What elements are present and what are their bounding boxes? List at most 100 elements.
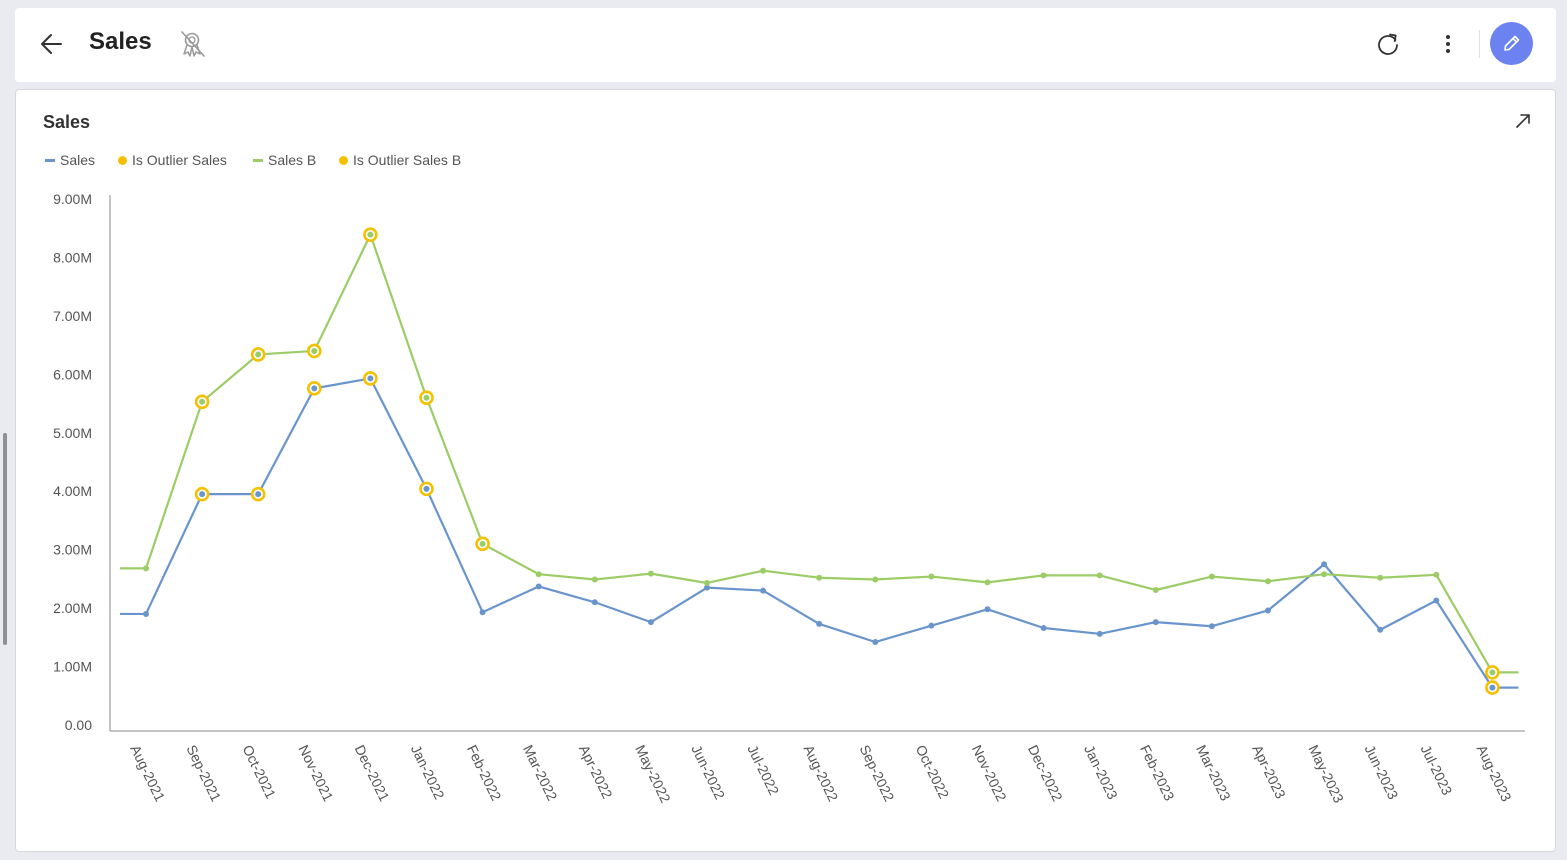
x-tick-label: Jul-2022 [744,742,782,797]
data-point [1377,626,1384,633]
data-point [1265,607,1271,614]
data-point [872,639,879,646]
legend-label: Sales [60,152,96,168]
x-tick-label: Jan-2023 [1081,742,1121,802]
y-tick-label: 5.00M [53,425,92,441]
x-tick-label: Mar-2023 [1193,742,1234,803]
back-arrow-icon[interactable] [37,29,67,59]
data-point [1208,623,1215,630]
data-point [535,571,542,578]
data-point [1321,561,1328,568]
scrollbar-thumb[interactable] [3,433,7,645]
data-point [1096,572,1103,579]
x-tick-label: Aug-2021 [127,742,168,804]
x-tick-label: Oct-2021 [240,742,280,801]
y-tick-label: 2.00M [53,600,92,616]
x-tick-label: Aug-2022 [801,742,842,804]
data-point [984,606,991,613]
data-point [647,619,654,626]
data-point [1433,571,1440,578]
x-tick-label: Dec-2021 [352,742,393,804]
y-tick-label: 4.00M [53,483,92,499]
data-point [479,609,486,616]
x-tick-label: Jul-2023 [1418,742,1456,797]
x-tick-label: Feb-2022 [464,742,505,803]
data-point [423,485,430,492]
y-tick-label: 1.00M [53,659,92,675]
chart-widget: Sales Sales Is Outlier Sales Sales B Is … [15,89,1556,852]
data-point [535,583,542,590]
legend-label: Is Outlier Sales [132,152,227,168]
x-tick-label: Sep-2021 [183,742,224,804]
data-point [367,231,374,238]
data-point [1489,669,1496,676]
y-tick-label: 0.00 [65,717,92,733]
data-point [479,540,486,547]
x-tick-label: Nov-2022 [969,742,1010,804]
data-point [143,565,149,572]
data-point [1208,573,1215,580]
legend-dot-swatch [339,156,348,165]
data-point [591,576,598,583]
y-tick-label: 7.00M [53,308,92,324]
top-toolbar: Sales [15,8,1556,82]
y-tick-label: 8.00M [53,249,92,265]
legend-line-swatch [253,159,263,162]
x-tick-label: Nov-2021 [296,742,337,804]
data-point [760,587,767,594]
legend-line-swatch [45,159,55,162]
pencil-icon [1504,35,1520,51]
edit-button[interactable] [1490,22,1533,65]
widget-title: Sales [43,112,91,132]
data-point [311,347,318,354]
x-tick-label: Sep-2022 [857,742,898,804]
x-tick-label: Dec-2022 [1025,742,1066,804]
data-point [1152,619,1159,626]
data-point [928,573,935,580]
x-tick-label: Apr-2023 [1249,742,1289,801]
x-tick-label: May-2022 [632,742,674,805]
data-point [1433,597,1440,604]
x-tick-label: Oct-2022 [913,742,953,801]
x-tick-label: Jun-2022 [688,742,728,802]
data-point [199,491,206,498]
x-tick-label: Jun-2023 [1362,742,1402,802]
data-point [1321,571,1328,578]
data-point [255,491,262,498]
data-point [591,599,598,606]
expand-arrow-icon[interactable] [1512,110,1534,132]
refresh-icon[interactable] [1373,29,1403,59]
data-point [872,576,879,583]
toolbar-divider [1479,30,1480,58]
y-tick-label: 6.00M [53,366,92,382]
x-tick-label: Jan-2022 [408,742,448,802]
certification-off-icon [177,28,209,60]
data-point [199,398,206,405]
series-line-sales-b [120,233,1519,674]
y-tick-label: 9.00M [53,191,92,207]
data-point [704,579,710,586]
page-title: Sales [89,28,152,55]
data-point [311,385,318,392]
x-tick-label: Apr-2022 [576,742,616,801]
y-tick-label: 3.00M [53,542,92,558]
data-point [816,620,823,627]
more-vertical-icon[interactable] [1433,29,1463,59]
series-line-sales [120,377,1519,689]
data-point [1040,572,1047,579]
data-point [647,570,654,577]
legend-label: Sales B [268,152,317,168]
data-point [760,567,767,574]
data-point [423,394,430,401]
data-point [704,584,710,591]
data-point [1096,630,1103,637]
data-point [1265,578,1271,585]
line-chart: 0.00 1.00M 2.00M 3.00M 4.00M 5.00M 6.00M 7.00M 8… [53,191,1525,805]
data-point [984,579,991,586]
x-tick-label: Feb-2023 [1137,742,1178,803]
data-point [1489,684,1496,691]
x-tick-label: May-2023 [1305,742,1347,805]
data-point [816,574,823,581]
legend-label: Is Outlier Sales B [353,152,462,168]
legend-dot-swatch [118,156,127,165]
